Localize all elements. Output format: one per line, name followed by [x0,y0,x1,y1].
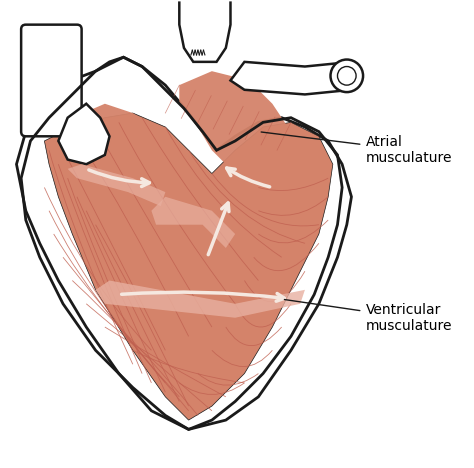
FancyBboxPatch shape [21,25,82,136]
PathPatch shape [179,71,291,178]
PathPatch shape [151,197,235,248]
PathPatch shape [63,104,170,201]
PathPatch shape [68,164,165,206]
PathPatch shape [230,62,351,95]
Circle shape [330,59,363,92]
Circle shape [337,66,356,85]
PathPatch shape [58,104,109,164]
PathPatch shape [96,280,305,318]
PathPatch shape [17,57,351,430]
PathPatch shape [45,113,333,420]
Text: Ventricular
musculature: Ventricular musculature [284,300,452,333]
Text: Atrial
musculature: Atrial musculature [261,132,452,165]
PathPatch shape [179,1,230,62]
